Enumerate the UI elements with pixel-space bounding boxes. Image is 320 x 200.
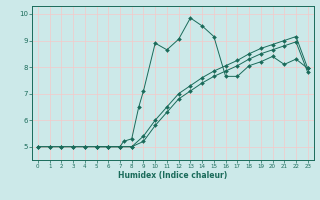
X-axis label: Humidex (Indice chaleur): Humidex (Indice chaleur) (118, 171, 228, 180)
